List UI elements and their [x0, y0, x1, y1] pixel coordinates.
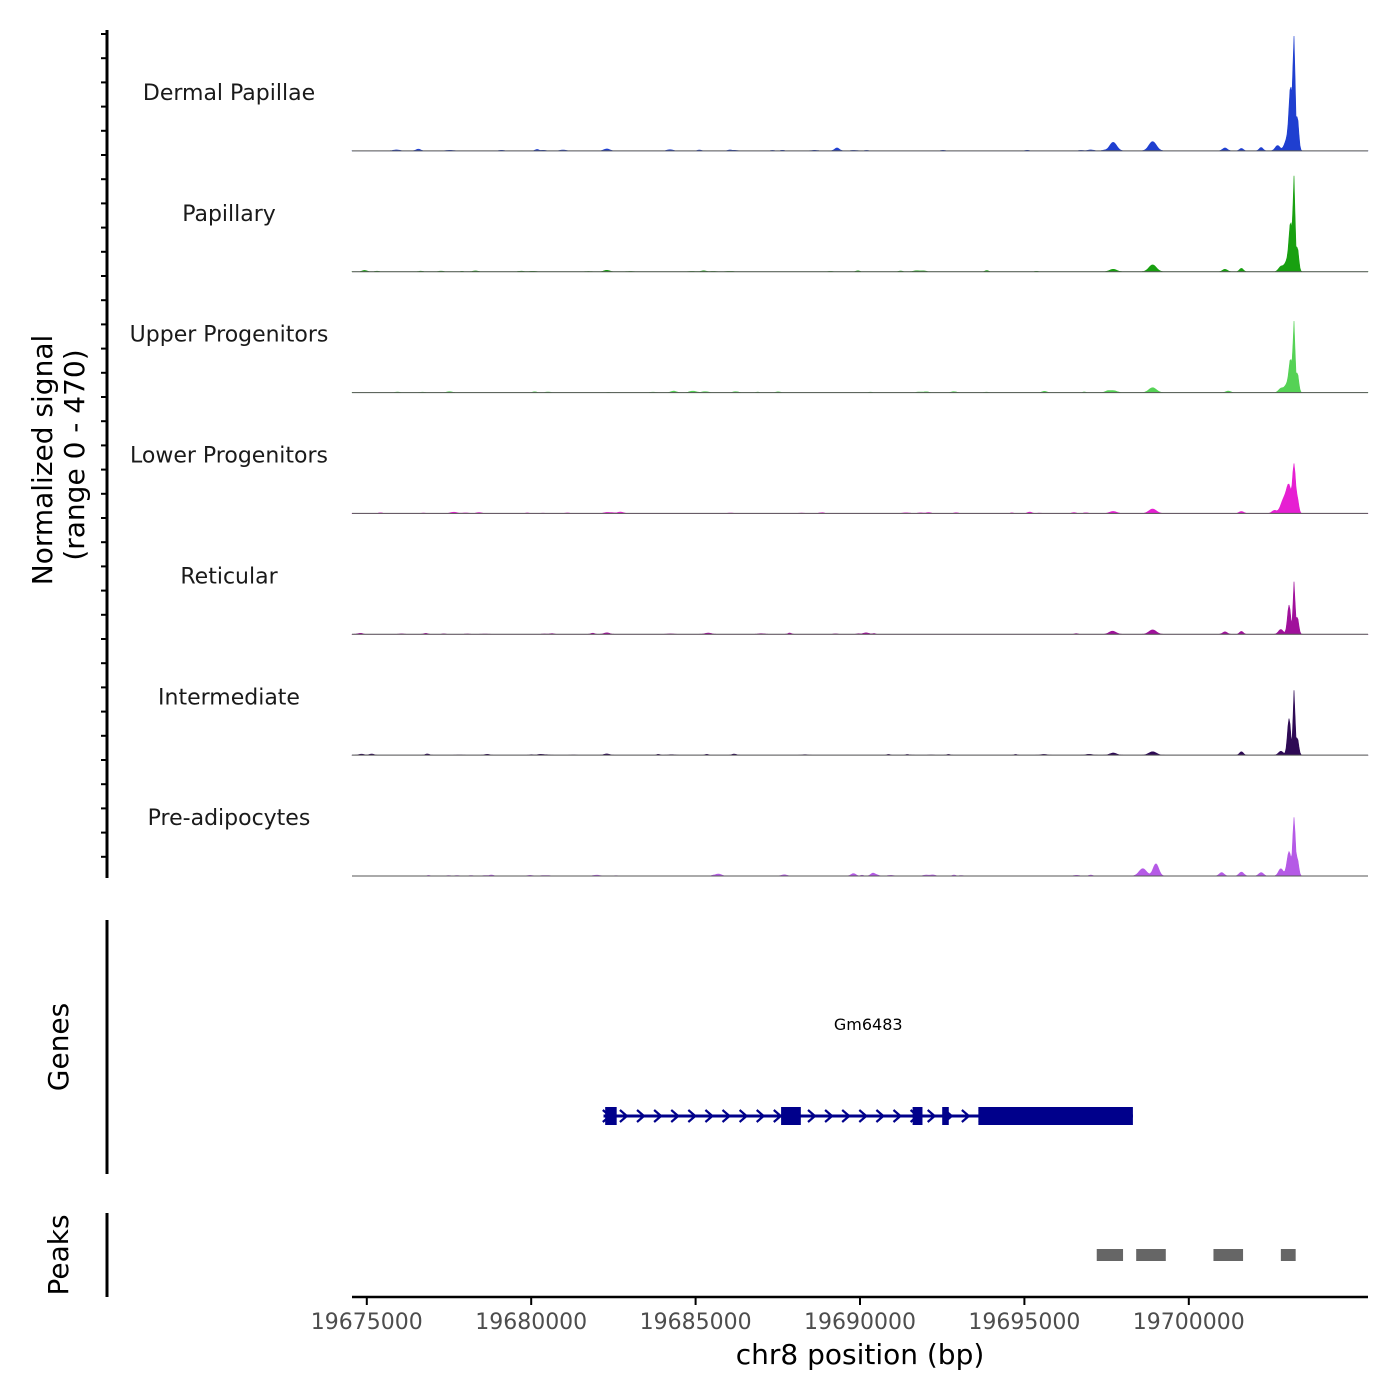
- peak-region: [1213, 1249, 1244, 1261]
- x-tick-label: 19680000: [475, 1310, 587, 1335]
- strand-arrow: [773, 1109, 783, 1123]
- strand-arrow: [704, 1109, 715, 1123]
- coverage-area: [351, 320, 1369, 393]
- peak-region: [1096, 1249, 1124, 1261]
- coverage-area: [351, 463, 1369, 514]
- gene-exon: [942, 1107, 949, 1125]
- strand-arrow: [653, 1109, 663, 1123]
- coverage-area: [351, 35, 1369, 152]
- track-label: Upper Progenitors: [130, 323, 329, 348]
- x-tick-label: 19685000: [640, 1310, 752, 1335]
- strand-arrow: [670, 1109, 680, 1123]
- strand-arrow: [755, 1109, 766, 1123]
- strand-arrow: [636, 1109, 646, 1123]
- genes-panel: Gm6483: [105, 920, 1133, 1174]
- gene-exon: [912, 1107, 923, 1125]
- x-axis: 19675000 19680000 19685000 19690000 19695000…: [311, 1295, 1368, 1335]
- coverage-y-axis-label-line1: Normalized signal: [26, 335, 59, 586]
- strand-arrow: [824, 1109, 834, 1123]
- peak-region: [1136, 1249, 1166, 1261]
- track-label: Papillary: [182, 202, 276, 227]
- strand-arrow: [807, 1109, 817, 1123]
- strand-arrow: [961, 1109, 971, 1123]
- track-label: Reticular: [180, 564, 278, 589]
- coverage-area: [352, 817, 1368, 877]
- gene-exon: [781, 1107, 801, 1125]
- genes-y-axis-label: Genes: [42, 1003, 75, 1091]
- x-tick-label: 19700000: [1133, 1310, 1245, 1335]
- x-tick-label: 19695000: [968, 1310, 1080, 1335]
- gene-label: Gm6483: [834, 1015, 903, 1034]
- strand-arrow: [892, 1109, 903, 1123]
- gene-exon: [978, 1107, 1133, 1125]
- strand-arrow: [721, 1109, 732, 1123]
- x-axis-label: chr8 position (bp): [736, 1338, 985, 1371]
- strand-arrow: [687, 1109, 698, 1123]
- peaks-y-axis-label: Peaks: [42, 1214, 75, 1295]
- coverage-area: [351, 175, 1369, 273]
- strand-arrow: [858, 1109, 868, 1123]
- track-label: Pre-adipocytes: [148, 806, 311, 831]
- coverage-area: [351, 690, 1369, 756]
- peak-region: [1280, 1249, 1296, 1261]
- x-tick-label: 19690000: [804, 1310, 916, 1335]
- strand-arrow: [738, 1109, 749, 1123]
- track-label: Intermediate: [158, 685, 300, 710]
- strand-arrow: [841, 1109, 851, 1123]
- track-label: Dermal Papillae: [143, 81, 315, 106]
- strand-arrow: [926, 1109, 937, 1123]
- track-label: Lower Progenitors: [130, 444, 328, 469]
- coverage-area: [351, 581, 1369, 635]
- peaks-panel: [105, 1213, 1296, 1297]
- gene-exon: [605, 1107, 617, 1125]
- x-tick-label: 19675000: [311, 1310, 423, 1335]
- coverage-y-axis-label-line2: (range 0 - 470): [58, 349, 91, 560]
- strand-arrow: [875, 1109, 886, 1123]
- strand-arrow: [619, 1109, 629, 1123]
- coverage-panel: Dermal Papillae Papillary Upper Progenitor…: [101, 30, 1369, 878]
